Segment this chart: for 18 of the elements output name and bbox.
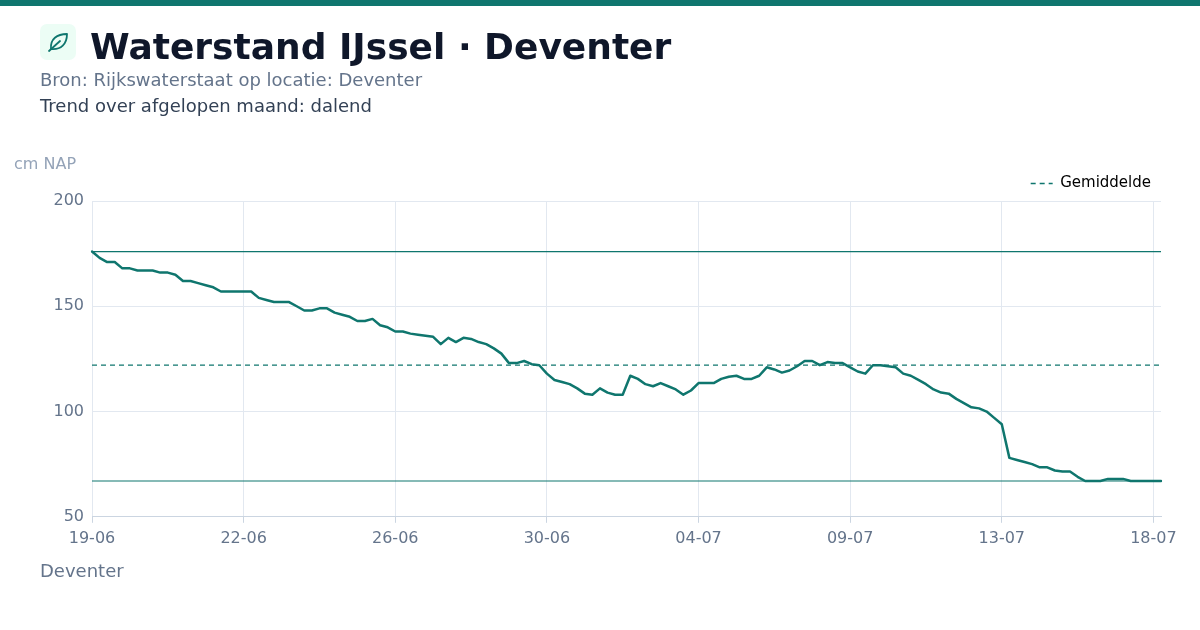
x-tick-label: 22-06 — [220, 527, 267, 547]
x-tick-label: 18-07 — [1130, 527, 1177, 547]
legend-label: Gemiddelde — [1060, 173, 1152, 192]
y-tick-label: 100 — [53, 400, 84, 420]
x-tick-label: 26-06 — [372, 527, 419, 547]
chart-subtitle: Bron: Rijkswaterstaat op locatie: Deventer — [40, 69, 423, 91]
x-tick-label: 13-07 — [978, 527, 1026, 547]
x-tick-label: 30-06 — [523, 527, 571, 547]
x-tick-label: 04-07 — [675, 527, 722, 547]
chart-title: Waterstand IJssel · Deventer — [90, 25, 672, 69]
y-tick-label: 200 — [53, 190, 84, 210]
x-tick-label: 19-06 — [68, 527, 116, 547]
x-tick-label: 09-07 — [826, 527, 874, 547]
y-tick-label: 150 — [53, 295, 84, 315]
text: Deventer — [40, 560, 124, 582]
y-tick-label: 50 — [63, 505, 84, 525]
text: Trend over afgelopen maand: dalend — [40, 95, 372, 117]
y-axis-title: cm NAP — [14, 154, 77, 174]
